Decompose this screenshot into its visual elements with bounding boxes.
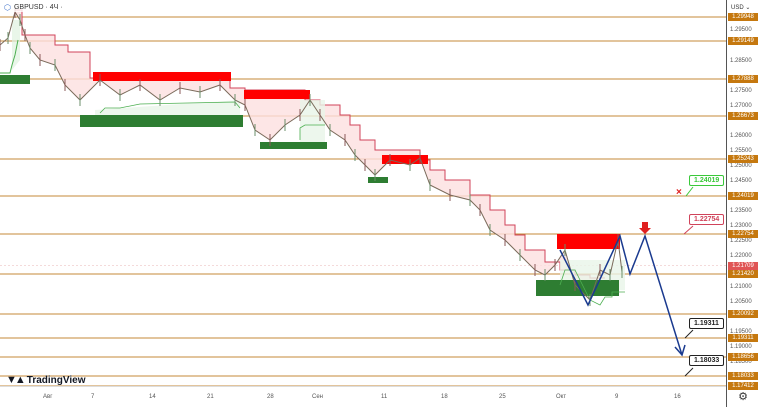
level-price-badge: 1.20092 [728,310,758,318]
price-tick: 1.19000 [730,343,752,350]
projection-path [559,233,683,356]
down-arrow-icon [639,222,651,234]
cross-marker-icon: × [676,187,682,198]
price-tick: 1.23000 [730,223,752,230]
price-tick: 1.20500 [730,298,752,305]
currency-selector[interactable]: USD ⌄ [731,4,750,11]
level-price-badge: 1.22754 [728,230,758,238]
time-tick: 16 [674,394,681,400]
time-tick: 18 [441,394,448,400]
support-line [299,124,325,140]
price-tick: 1.25500 [730,148,752,155]
currency-label: USD [731,5,744,11]
price-tick: 1.23500 [730,208,752,215]
time-tick: Авг [43,394,53,400]
time-tick: 11 [381,394,388,400]
price-tick: 1.24500 [730,178,752,185]
auto-scale-button[interactable]: ⚙ [726,386,758,407]
level-price-badge: 1.19311 [728,334,758,342]
support-line [99,101,241,114]
demand-zone [0,75,30,84]
level-price-badge: 1.21420 [728,270,758,278]
level-price-badge: 1.25243 [728,155,758,163]
callout-leader [683,225,694,235]
demand-zone [260,142,327,149]
price-tick: 1.27000 [730,102,752,109]
supply-zone [557,234,620,249]
price-candles [0,10,623,301]
tradingview-logo-text: TradingView [26,374,86,386]
level-price-badge: 1.26673 [728,112,758,120]
time-axis[interactable]: Авг 7 14 21 28 Сен 11 18 25 Окт 9 16 [0,386,726,408]
tradingview-logo-icon: ▼▲ [6,374,26,386]
time-tick: Сен [312,394,323,400]
price-tick: 1.22500 [730,238,752,245]
support-line [559,269,625,306]
support-line [0,39,19,74]
level-price-badge: 1.24019 [728,192,758,200]
price-tick: 1.26000 [730,132,752,139]
demand-zone [80,115,243,127]
price-callout[interactable]: 1.22754 [689,214,725,225]
time-tick: 14 [149,394,156,400]
projection-arrowhead [674,344,686,357]
time-tick: 21 [207,394,214,400]
symbol-title-text: GBPUSD · 4Ч · [13,4,63,11]
demand-fill [300,100,325,142]
price-chart[interactable]: × [0,0,726,387]
price-callout[interactable]: 1.24019 [689,175,725,186]
price-tick: 1.18500 [730,358,752,365]
callout-leader [685,186,694,197]
current-price-badge: 1.21709 [728,262,758,270]
callout-leader [684,367,694,377]
supply-zone [93,72,231,81]
price-tick: 1.22000 [730,253,752,260]
price-callout[interactable]: 1.18033 [689,355,725,366]
level-price-badge: 1.18656 [728,353,758,361]
level-price-badge: 1.18033 [728,372,758,380]
demand-fill [95,100,240,115]
tradingview-logo[interactable]: ▼▲ TradingView [6,374,86,386]
callout-leader [684,329,694,339]
level-price-badge: 1.29948 [728,13,758,21]
symbol-icon: ⬡ [4,3,11,12]
level-price-badge: 1.29149 [728,37,758,45]
price-tick: 1.21000 [730,283,752,290]
trailing-stop-fill [15,10,605,300]
chevron-down-icon: ⌄ [745,5,751,11]
price-axis[interactable]: USD ⌄ 1.29500 1.28500 1.27500 1.27000 1.2600… [726,0,758,390]
time-tick: 28 [267,394,274,400]
price-callout[interactable]: 1.19311 [689,318,724,329]
price-tick: 1.27500 [730,87,752,94]
level-price-badge: 1.17412 [728,382,758,390]
time-tick: Окт [556,394,567,400]
time-tick: 7 [91,394,95,400]
level-price-badge: 1.27888 [728,75,758,83]
chart-canvas[interactable]: × ⬡ GBPUSD · 4Ч · ▼▲ TradingView 1.24019… [0,0,726,387]
price-tick: 1.19500 [730,328,752,335]
time-tick: 9 [615,394,619,400]
settings-icon: ⚙ [738,391,748,403]
supply-zone [244,90,310,99]
demand-zone [368,177,388,183]
price-tick: 1.25000 [730,163,752,170]
symbol-title[interactable]: ⬡ GBPUSD · 4Ч · [4,3,63,12]
price-tick: 1.28500 [730,57,752,64]
time-tick: 25 [499,394,506,400]
supply-zone [382,155,428,164]
price-tick: 1.29500 [730,27,752,34]
